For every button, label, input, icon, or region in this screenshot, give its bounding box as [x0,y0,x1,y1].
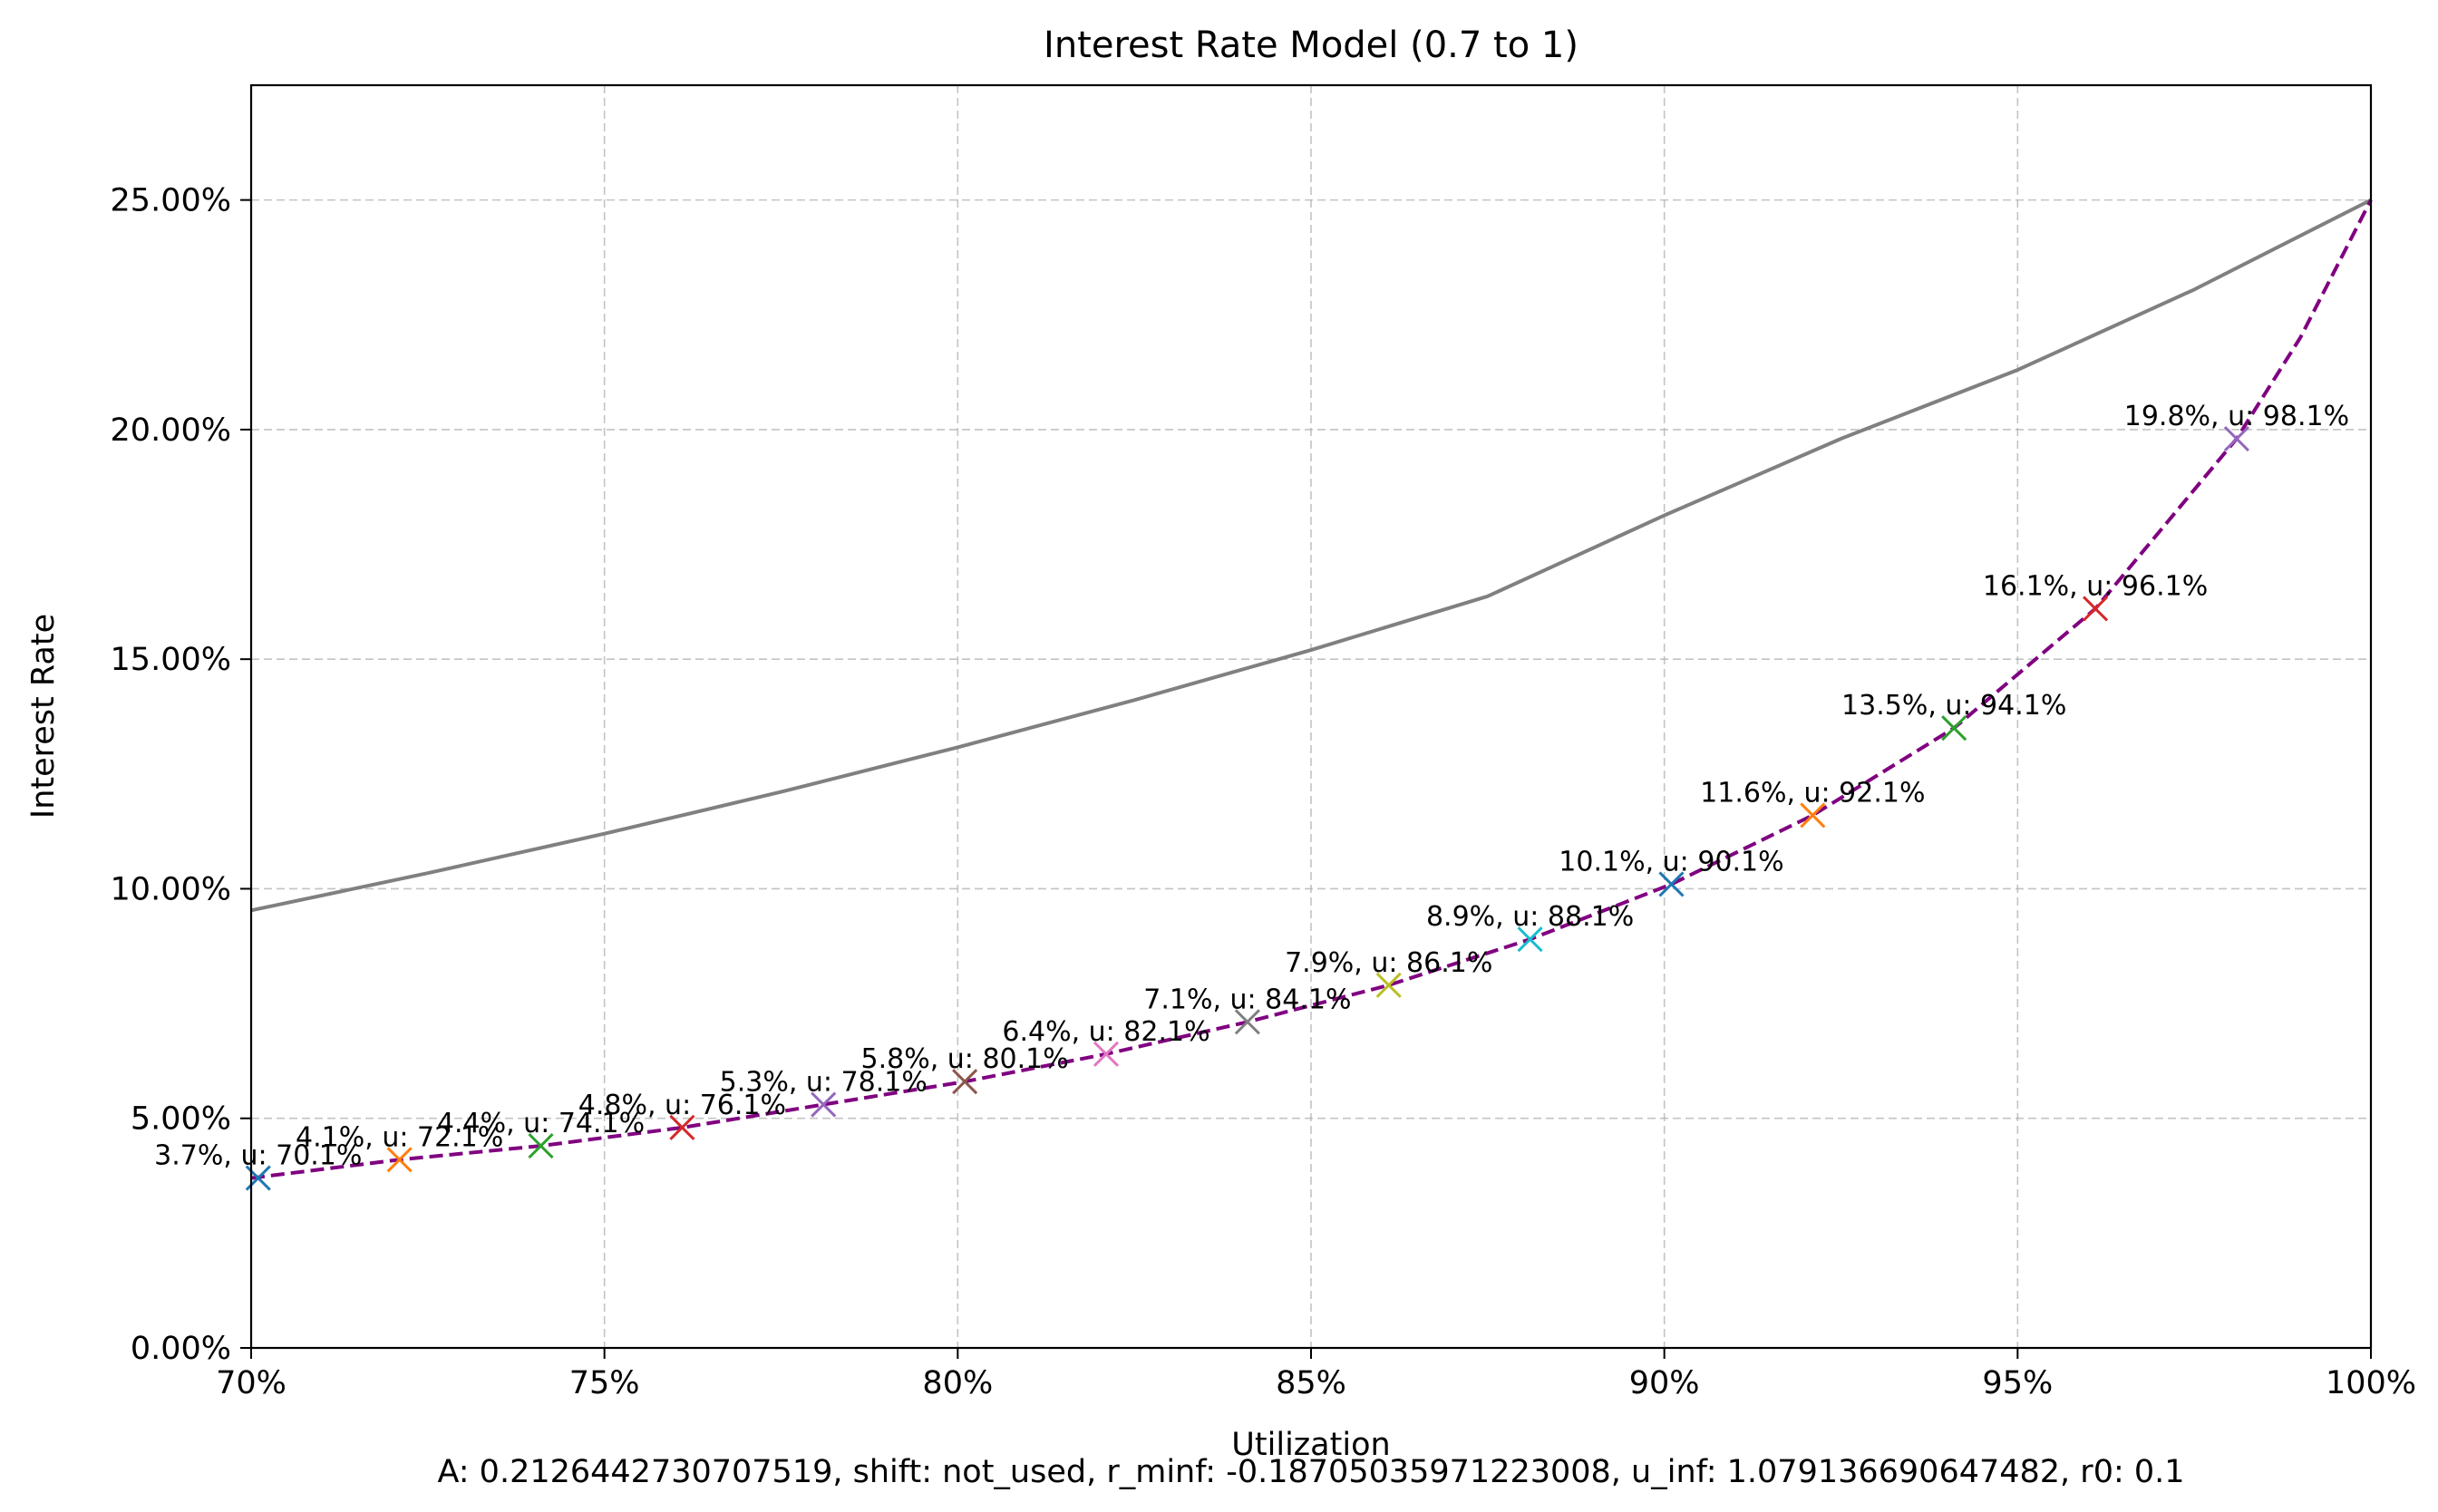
point-label: 4.1%, u: 72.1% [296,1121,503,1153]
y-tick-label: 20.00% [111,412,231,449]
solid-rate-curve [250,198,2372,913]
x-marker [669,1114,695,1140]
x-marker [1658,871,1685,897]
x-marker-stroke [386,1147,413,1173]
y-tick-label: 15.00% [111,642,231,678]
x-marker [528,1133,554,1159]
x-marker-stroke [1375,972,1402,998]
point-label: 16.1%, u: 96.1% [1983,570,2208,602]
x-marker [2082,596,2109,622]
point-label: 7.9%, u: 86.1% [1285,947,1492,979]
point-label: 6.4%, u: 82.1% [1002,1016,1209,1048]
parameter-footer: A: 0.2126442730707519, shift: not_used, … [437,1454,2184,1490]
x-marker [1093,1041,1120,1067]
x-marker [952,1069,978,1095]
x-tick-label: 85% [1276,1365,1346,1401]
axis-ticks: 70% 75% 80% 85% 90% 95% 100% 0.00% 5.00% 10.00% 15… [111,183,2417,1401]
x-tick-label: 95% [1982,1365,2053,1401]
dashed-rate-curve [250,199,2373,1180]
x-marker-stroke [1234,1009,1260,1035]
x-marker [1234,1009,1260,1035]
x-marker [811,1091,837,1118]
y-tick-label: 10.00% [111,871,231,907]
x-axis-label: Utilization [1231,1427,1390,1463]
x-marker-stroke [1941,715,1967,741]
point-label: 10.1%, u: 90.1% [1559,846,1783,877]
x-tick-label: 75% [569,1365,640,1401]
x-marker-stroke [528,1133,554,1159]
y-tick-label: 0.00% [131,1331,231,1367]
point-label: 5.8%, u: 80.1% [861,1043,1069,1075]
chart-title: Interest Rate Model (0.7 to 1) [1044,24,1578,66]
y-tick-label: 25.00% [111,183,231,219]
markers-layer [245,425,2249,1191]
x-tick-label: 70% [216,1365,287,1401]
x-marker-stroke [1093,1041,1120,1067]
point-label: 4.4%, u: 74.1% [437,1108,645,1139]
x-marker-stroke [669,1114,695,1140]
x-marker [2223,425,2249,452]
x-marker-stroke [1800,802,1826,829]
x-marker-stroke [2223,425,2249,452]
point-label: 19.8%, u: 98.1% [2124,401,2349,432]
point-label: 13.5%, u: 94.1% [1841,690,2066,722]
point-label: 3.7%, u: 70.1% [154,1140,362,1172]
x-tick-label: 90% [1629,1365,1700,1401]
point-label: 4.8%, u: 76.1% [578,1090,786,1121]
x-marker-stroke [1658,871,1685,897]
x-tick-label: 80% [922,1365,993,1401]
series-layer [250,198,2373,1180]
point-label: 7.1%, u: 84.1% [1143,984,1351,1015]
x-marker [1941,715,1967,741]
x-marker [386,1147,413,1173]
x-marker [1517,926,1543,953]
point-label: 8.9%, u: 88.1% [1426,901,1634,933]
x-tick-label: 100% [2326,1365,2416,1401]
y-axis-label: Interest Rate [25,614,62,819]
x-marker-stroke [811,1091,837,1118]
x-marker [1800,802,1826,829]
point-labels: 3.7%, u: 70.1%4.1%, u: 72.1%4.4%, u: 74.… [154,401,2349,1172]
y-tick-label: 5.00% [131,1101,231,1138]
x-marker-stroke [952,1069,978,1095]
x-marker [1375,972,1402,998]
x-marker-stroke [1517,926,1543,953]
point-label: 11.6%, u: 92.1% [1700,777,1925,809]
x-marker-stroke [2082,596,2109,622]
point-label: 5.3%, u: 78.1% [720,1067,928,1099]
